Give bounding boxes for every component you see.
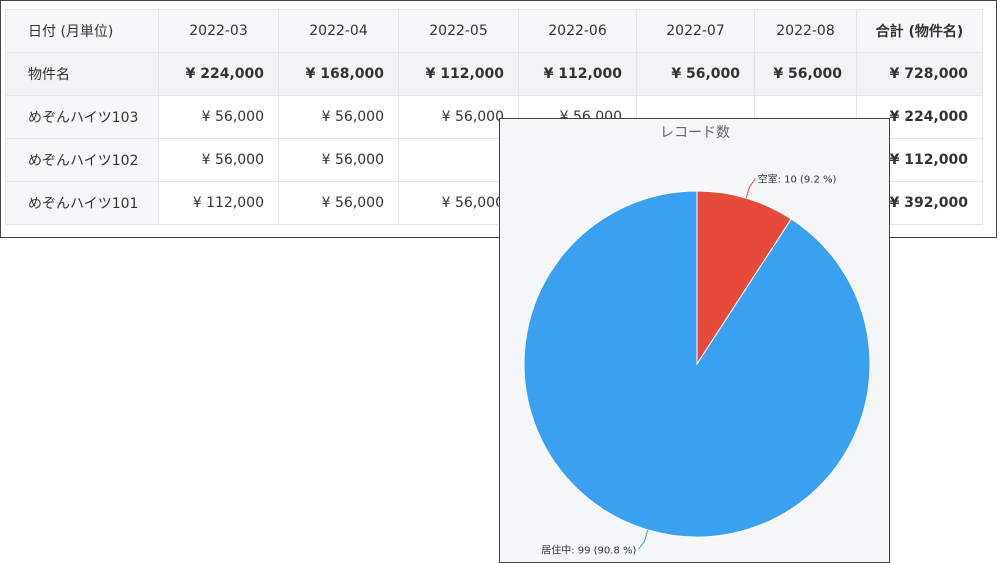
table-cell: ¥ 56,000 (278, 138, 399, 182)
pie-leader-line (745, 178, 756, 199)
column-header[interactable]: 2022-06 (518, 9, 637, 53)
pie-slice[interactable] (523, 190, 871, 538)
pie-data-label: 空室: 10 (9.2 %) (758, 173, 837, 186)
corner-header[interactable]: 日付 (月単位) (5, 9, 159, 53)
table-cell: ¥ 56,000 (398, 95, 519, 139)
column-header[interactable]: 2022-03 (158, 9, 279, 53)
table-cell: ¥ 56,000 (636, 52, 755, 96)
row-header[interactable]: 物件名 (5, 52, 159, 96)
table-cell: ¥ 112,000 (158, 181, 279, 225)
row-header[interactable]: めぞんハイツ103 (5, 95, 159, 139)
column-header[interactable]: 2022-05 (398, 9, 519, 53)
table-cell: ¥ 56,000 (398, 181, 519, 225)
row-header[interactable]: めぞんハイツ101 (5, 181, 159, 225)
table-cell: ¥ 112,000 (518, 52, 637, 96)
total-column-header[interactable]: 合計 (物件名) (856, 9, 983, 53)
pie-chart-panel: レコード数 空室: 10 (9.2 %) 居住中: 99 (90.8 %) (499, 118, 890, 563)
table-cell: ¥ 168,000 (278, 52, 399, 96)
column-header[interactable]: 2022-08 (754, 9, 857, 53)
table-cell: ¥ 56,000 (158, 138, 279, 182)
subtotal-row: 物件名 ¥ 224,000 ¥ 168,000 ¥ 112,000 ¥ 112,… (5, 52, 983, 96)
column-header[interactable]: 2022-04 (278, 9, 399, 53)
header-row: 日付 (月単位) 2022-03 2022-04 2022-05 2022-06… (5, 9, 983, 53)
pie-chart: レコード数 空室: 10 (9.2 %) 居住中: 99 (90.8 %) (523, 125, 871, 556)
pie-data-label: 居住中: 99 (90.8 %) (541, 543, 636, 556)
table-cell: ¥ 56,000 (278, 181, 399, 225)
table-cell: ¥ 112,000 (398, 52, 519, 96)
row-header[interactable]: めぞんハイツ102 (5, 138, 159, 182)
table-cell: ¥ 56,000 (754, 52, 857, 96)
pie-leader-line (638, 529, 649, 550)
chart-title: レコード数 (660, 125, 730, 141)
table-cell: ¥ 56,000 (278, 95, 399, 139)
pie-slice[interactable] (696, 190, 792, 366)
table-cell: ¥ 56,000 (158, 95, 279, 139)
table-cell: ¥ 224,000 (158, 52, 279, 96)
column-header[interactable]: 2022-07 (636, 9, 755, 53)
total-cell: ¥ 728,000 (856, 52, 983, 96)
